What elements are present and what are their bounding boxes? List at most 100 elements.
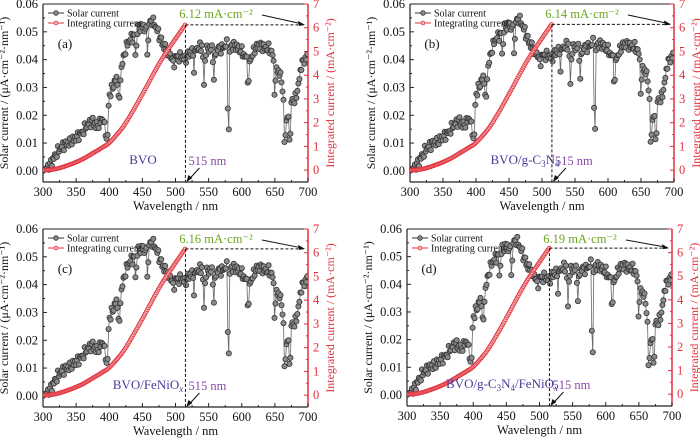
solar-current-point <box>190 69 197 76</box>
y-right-tick-label: 4 <box>677 293 684 307</box>
solar-current-point <box>298 289 305 296</box>
x-tick-label: 650 <box>266 410 285 424</box>
y-left-tick-label: 0.00 <box>16 164 38 178</box>
solar-current-point <box>270 57 277 64</box>
y-right-tick-label: 1 <box>313 139 319 153</box>
solar-current-point <box>281 363 288 370</box>
y-right-axis-label: Integrated current / (mA·cm⁻²) <box>323 243 337 393</box>
solar-current-point <box>590 34 597 41</box>
y-right-tick-label: 4 <box>313 68 320 82</box>
solar-current-point <box>171 64 178 71</box>
solar-current-point <box>129 261 136 268</box>
annotation-arrowhead <box>662 244 669 250</box>
y-right-tick-label: 1 <box>313 364 319 378</box>
solar-current-point <box>611 76 618 83</box>
solar-current-point <box>114 304 121 311</box>
solar-current-point <box>217 272 224 279</box>
solar-current-point <box>636 298 643 305</box>
solar-current-point <box>95 125 102 132</box>
legend-integrating-label: Integrating current <box>431 244 506 255</box>
y-left-tick-label: 0.05 <box>16 25 38 39</box>
solar-current-point <box>586 263 593 270</box>
solar-current-point <box>439 360 446 367</box>
solar-current-point <box>573 279 580 286</box>
y-right-tick-label: 5 <box>313 269 319 283</box>
solar-current-point <box>285 113 292 120</box>
plot-area <box>43 14 308 174</box>
solar-current-point <box>110 307 117 314</box>
solar-current-point <box>80 355 87 362</box>
y-left-tick-label: 0.00 <box>16 389 38 403</box>
x-tick-label: 600 <box>232 410 251 424</box>
y-left-tick-label: 0.02 <box>380 333 402 347</box>
solar-current-point <box>651 112 658 119</box>
solar-current-point <box>89 338 96 345</box>
solar-current-point <box>483 93 490 100</box>
plot-area <box>410 12 674 174</box>
solar-current-point <box>477 83 484 90</box>
y-right-tick-label: 5 <box>677 269 683 283</box>
legend-integrating-marker <box>53 20 59 26</box>
solar-current-point <box>224 328 231 335</box>
x-axis-label: Wavelength / nm <box>133 424 218 438</box>
y-right-tick-label: 0 <box>679 163 685 177</box>
cutoff-arrowhead <box>552 175 559 182</box>
solar-current-point <box>629 260 636 267</box>
legend-solar-label: Solar current <box>67 234 119 245</box>
solar-current-point <box>635 50 642 57</box>
x-tick-label: 650 <box>632 185 651 199</box>
solar-current-point <box>208 264 215 271</box>
y-right-tick-label: 1 <box>677 364 683 378</box>
solar-current-point <box>293 95 300 102</box>
solar-current-point <box>549 58 556 65</box>
solar-current-point <box>496 37 503 44</box>
x-tick-label: 350 <box>434 185 453 199</box>
x-tick-label: 600 <box>596 409 615 423</box>
y-left-tick-label: 0.02 <box>16 333 38 347</box>
solar-current-point <box>514 233 521 240</box>
solar-current-point <box>183 59 190 66</box>
solar-current-point <box>89 114 96 121</box>
solar-current-point <box>477 294 484 301</box>
solar-current-point <box>277 69 284 76</box>
y-left-tick-label: 0.02 <box>16 108 38 122</box>
solar-current-point <box>483 281 490 288</box>
integrated-value-annotation: 6.16 mA·cm⁻² <box>179 232 253 246</box>
y-right-tick-label: 3 <box>313 317 319 331</box>
x-tick-label: 300 <box>34 410 53 424</box>
solar-current-point <box>572 262 579 269</box>
solar-current-point <box>285 337 292 344</box>
solar-current-point <box>484 76 491 83</box>
solar-current-point <box>238 265 245 272</box>
solar-current-point <box>646 96 653 103</box>
solar-current-point <box>584 49 591 56</box>
solar-current-point <box>104 355 111 362</box>
solar-current-point <box>208 42 215 49</box>
y-right-tick-label: 4 <box>679 68 686 82</box>
solar-current-point <box>122 273 129 280</box>
solar-current-point <box>225 350 232 357</box>
solar-current-point <box>210 299 217 306</box>
solar-current-point <box>643 68 650 75</box>
cutoff-wavelength-label: 515 nm <box>552 378 590 392</box>
solar-current-point <box>471 315 478 322</box>
y-left-tick-label: 0.04 <box>380 277 403 291</box>
solar-current-point <box>95 349 102 356</box>
solar-current-point <box>669 55 674 62</box>
solar-current-point <box>60 371 67 378</box>
y-right-tick-label: 2 <box>313 341 319 355</box>
solar-current-point <box>272 77 279 84</box>
solar-current-point <box>53 153 60 160</box>
solar-current-point <box>287 130 294 137</box>
solar-current-point <box>574 298 581 305</box>
solar-current-point <box>554 273 561 280</box>
solar-current-point <box>150 14 157 21</box>
x-tick-label: 400 <box>467 185 486 199</box>
y-right-tick-label: 3 <box>677 316 683 330</box>
solar-current-point <box>105 102 112 109</box>
solar-current-point <box>541 269 548 276</box>
x-axis-label: Wavelength / nm <box>497 423 582 437</box>
solar-current-point <box>486 59 493 66</box>
